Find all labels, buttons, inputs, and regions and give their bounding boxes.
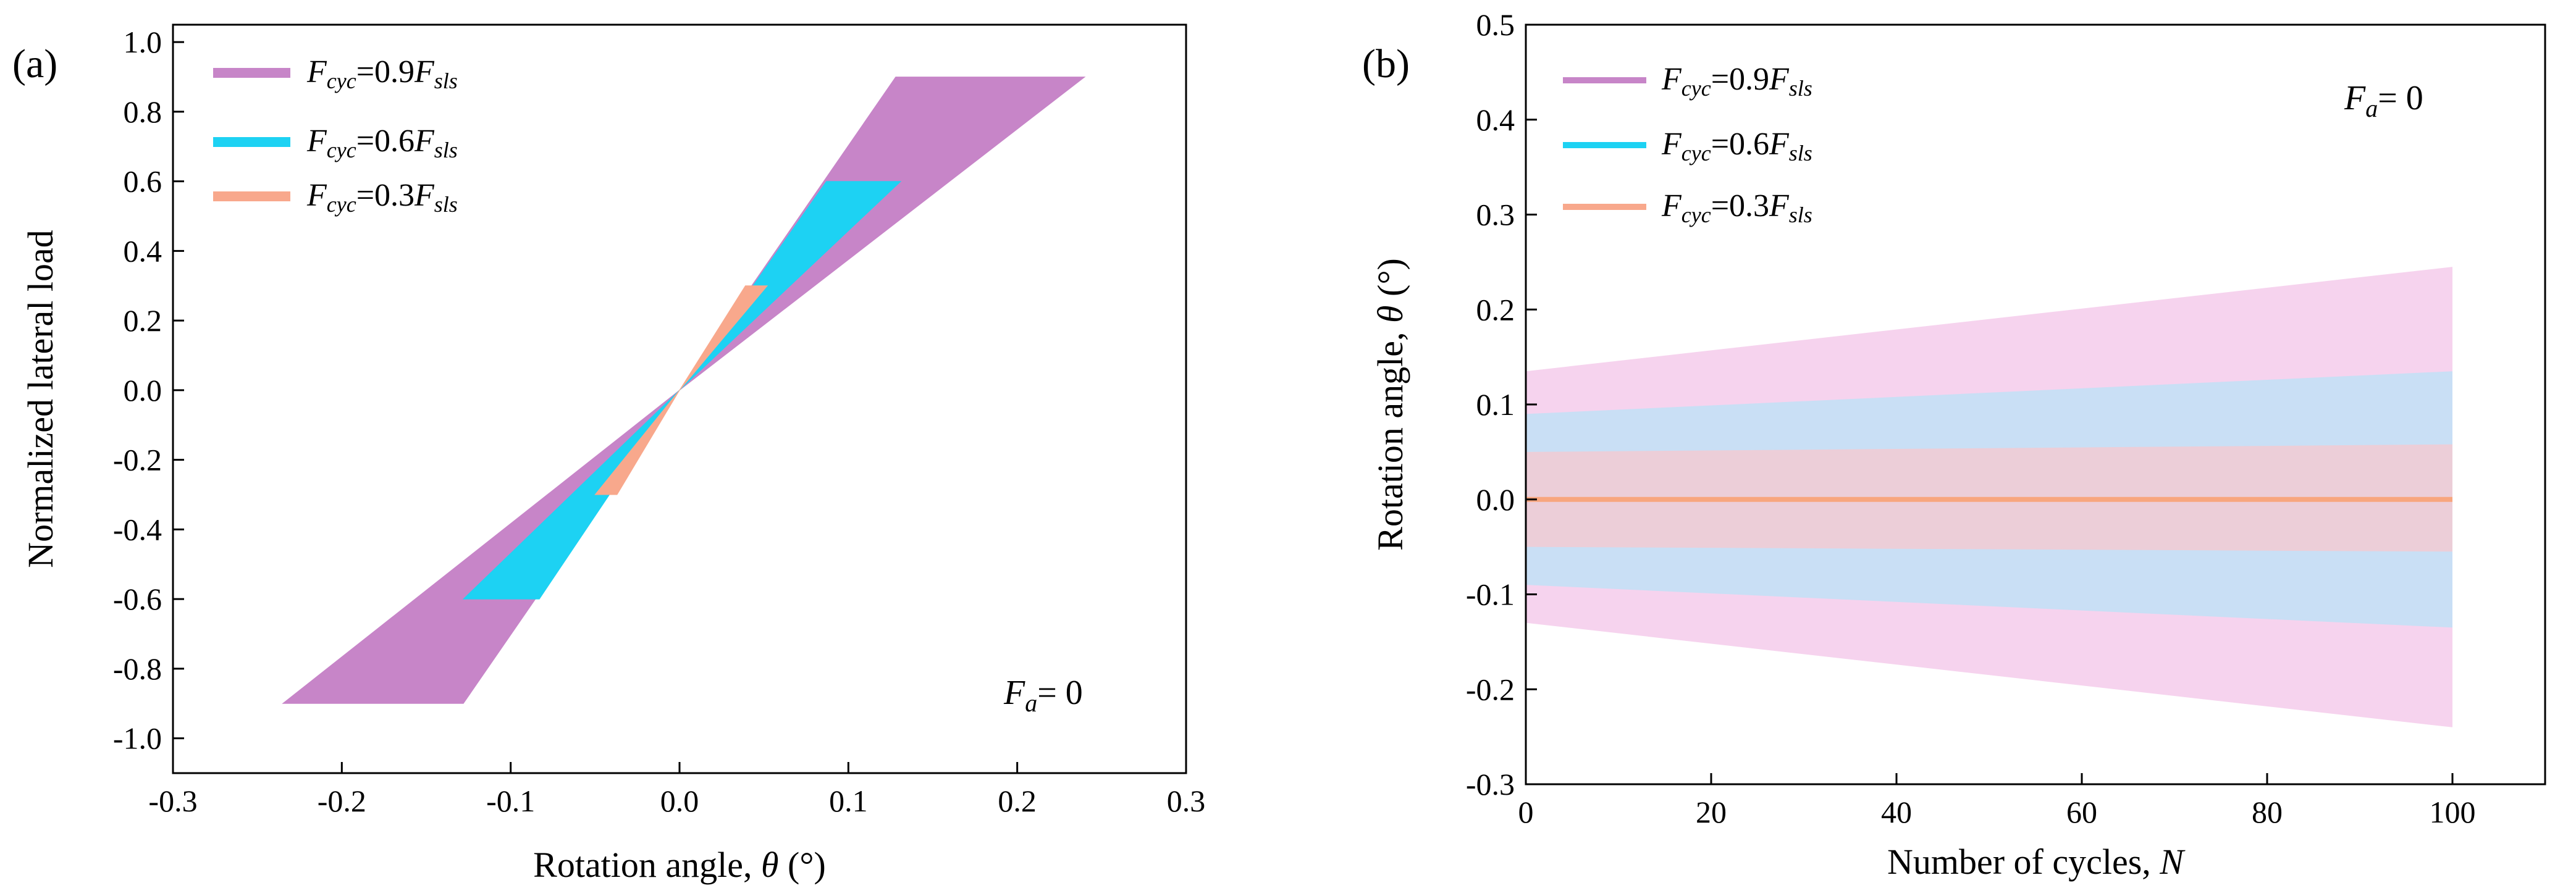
y-tick-label-b: 0.1 (1476, 387, 1515, 422)
annotation-a: Fa= 0 (1003, 674, 1083, 717)
x-tick-label-a: 0.3 (1167, 784, 1206, 818)
y-tick-label-a: 0.4 (124, 233, 162, 268)
legend-label-b-2: Fcyc=0.3Fsls (1661, 188, 1812, 227)
y-tick-label-b: 0.5 (1476, 7, 1515, 42)
legend-b: Fcyc=0.9Fsls Fcyc=0.6Fsls Fcyc=0.3Fsls (1563, 62, 1812, 227)
y-tick-label-a: 0.6 (124, 164, 162, 199)
x-tick-label-b: 20 (1696, 795, 1727, 829)
y-axis-label-a: Normalized lateral load (20, 230, 61, 568)
y-tick-label-b: -0.2 (1466, 672, 1515, 706)
chart-panel-a: (a) -0.3 -0.2 -0.1 0.0 0.1 0.2 0.3 -1.0 -0.8 -0.6… (12, 23, 1206, 885)
chart-panel-b: (b) 0 20 40 60 80 100 -0.3 -0.2 -0.1 0.0 0.1 0.2 0.3… (1362, 7, 2546, 882)
y-tick-label-b: 0.3 (1476, 198, 1515, 232)
y-tick-label-a: -0.8 (113, 651, 162, 686)
legend-label-b-1: Fcyc=0.6Fsls (1661, 127, 1812, 165)
x-tick-label-b: 80 (2252, 795, 2283, 829)
x-tick-label-b: 0 (1518, 795, 1534, 829)
hysteresis-area-a-2 (594, 285, 768, 495)
legend-label-a-0: Fcyc=0.9Fsls (306, 54, 458, 93)
y-tick-label-b: 0.2 (1476, 292, 1515, 327)
x-tick-label-a: 0.1 (829, 784, 868, 818)
x-tick-label-a: 0.2 (998, 784, 1037, 818)
x-axis-label-a: Rotation angle, θ (°) (533, 845, 826, 885)
y-tick-label-a: 0.0 (124, 373, 162, 408)
panel-label-b: (b) (1362, 41, 1410, 86)
panel-label-a: (a) (12, 41, 57, 86)
legend-label-b-0: Fcyc=0.9Fsls (1661, 62, 1812, 101)
y-tick-label-b: 0.4 (1476, 103, 1515, 137)
legend-label-a-2: Fcyc=0.3Fsls (306, 178, 458, 217)
y-tick-label-a: -0.2 (113, 443, 162, 477)
x-tick-label-a: -0.2 (318, 784, 366, 818)
y-tick-label-a: -0.6 (113, 582, 162, 616)
y-tick-label-a: 1.0 (124, 25, 162, 59)
y-tick-label-b: 0.0 (1476, 482, 1515, 517)
legend-a: Fcyc=0.9Fsls Fcyc=0.6Fsls Fcyc=0.3Fsls (213, 54, 458, 217)
y-tick-label-b: -0.1 (1466, 577, 1515, 612)
y-tick-label-a: 0.8 (124, 94, 162, 129)
y-tick-label-a: 0.2 (124, 303, 162, 338)
annotation-b: Fa= 0 (2344, 79, 2423, 122)
x-tick-label-b: 60 (2066, 795, 2097, 829)
y-tick-label-a: -1.0 (113, 721, 162, 756)
y-tick-label-a: -0.4 (113, 512, 162, 546)
x-tick-label-a: -0.3 (148, 784, 197, 818)
x-tick-label-a: 0.0 (660, 784, 699, 818)
x-axis-label-b: Number of cycles, N (1887, 842, 2186, 882)
x-tick-label-b: 100 (2430, 795, 2476, 829)
x-tick-label-a: -0.1 (486, 784, 535, 818)
hysteresis-area-a-0 (282, 77, 1086, 704)
y-tick-label-b: -0.3 (1466, 767, 1515, 802)
y-axis-label-b: Rotation angle, θ (°) (1370, 258, 1410, 551)
x-tick-label-b: 40 (1881, 795, 1912, 829)
legend-label-a-1: Fcyc=0.6Fsls (306, 124, 458, 162)
